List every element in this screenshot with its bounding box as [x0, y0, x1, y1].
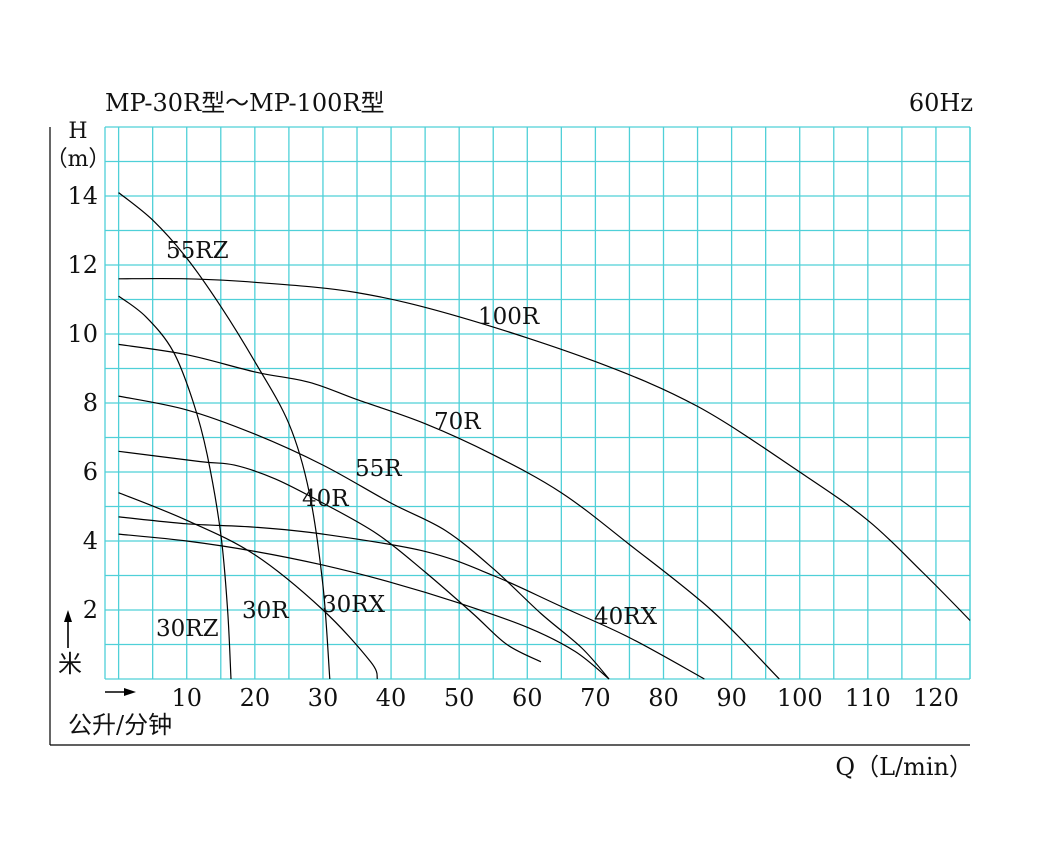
y-tick-label: 8: [83, 389, 98, 417]
y-tick-label: 10: [67, 320, 98, 348]
frequency-label: 60Hz: [909, 89, 973, 117]
curve-55R: [118, 395, 610, 680]
curve-55RZ: [118, 192, 331, 680]
x-arrowhead-icon: [124, 688, 136, 696]
curve-30RX: [118, 516, 705, 680]
x-tick-label: 70: [580, 684, 611, 712]
grid: [104, 126, 971, 680]
y-tick-label: 12: [67, 251, 98, 279]
x-tick-label: 10: [171, 684, 202, 712]
x-tick-label: 50: [444, 684, 475, 712]
y-axis-title: H: [68, 119, 87, 144]
curve-30RZ: [118, 295, 232, 680]
x-axis-title: Q（L/min）: [835, 753, 973, 781]
y-tick-label: 2: [83, 596, 98, 624]
x-tick-label: 80: [648, 684, 679, 712]
label-55RZ: 55RZ: [166, 238, 229, 264]
x-tick-label: 90: [716, 684, 747, 712]
x-tick-label: 110: [845, 684, 891, 712]
x-tick-label: 20: [240, 684, 271, 712]
label-100R: 100R: [478, 304, 540, 330]
x-tick-label: 120: [913, 684, 959, 712]
y-tick-label: 4: [83, 527, 98, 555]
x-axis-cn-label: 公升/分钟: [68, 711, 172, 739]
curve-30R: [118, 492, 378, 680]
label-30RX: 30RX: [322, 592, 386, 618]
x-tick-label: 40: [376, 684, 407, 712]
x-tick-label: 30: [308, 684, 339, 712]
label-55R: 55R: [355, 456, 402, 482]
label-40R: 40R: [302, 486, 349, 512]
x-tick-label: 100: [777, 684, 823, 712]
curves: [118, 192, 971, 680]
label-40RX: 40RX: [594, 604, 658, 630]
label-70R: 70R: [434, 409, 481, 435]
y-tick-label: 6: [83, 458, 98, 486]
axes: [49, 127, 970, 746]
y-axis-cn-label: 米: [58, 650, 82, 678]
y-axis-unit: （m）: [46, 147, 111, 172]
y-tick-label: 14: [67, 182, 98, 210]
label-30R: 30R: [242, 598, 289, 624]
curve-40RX: [118, 533, 610, 680]
chart-title: MP-30R型～MP-100R型: [105, 89, 385, 117]
x-tick-label: 60: [512, 684, 543, 712]
y-arrowhead-icon: [64, 610, 72, 622]
curve-100R: [118, 277, 971, 621]
label-30RZ: 30RZ: [156, 616, 219, 642]
curve-70R: [118, 343, 780, 680]
axis-arrows: [64, 610, 136, 696]
curve-labels: 100R 70R 55R 40R 30RX 40RX 30R 55RZ 30RZ: [156, 238, 658, 642]
curve-40R: [118, 450, 542, 663]
tick-labels: 10 20 30 40 50 60 70 80 90 100 110 120 2 4 6 8 10 12 14: [67, 182, 958, 712]
